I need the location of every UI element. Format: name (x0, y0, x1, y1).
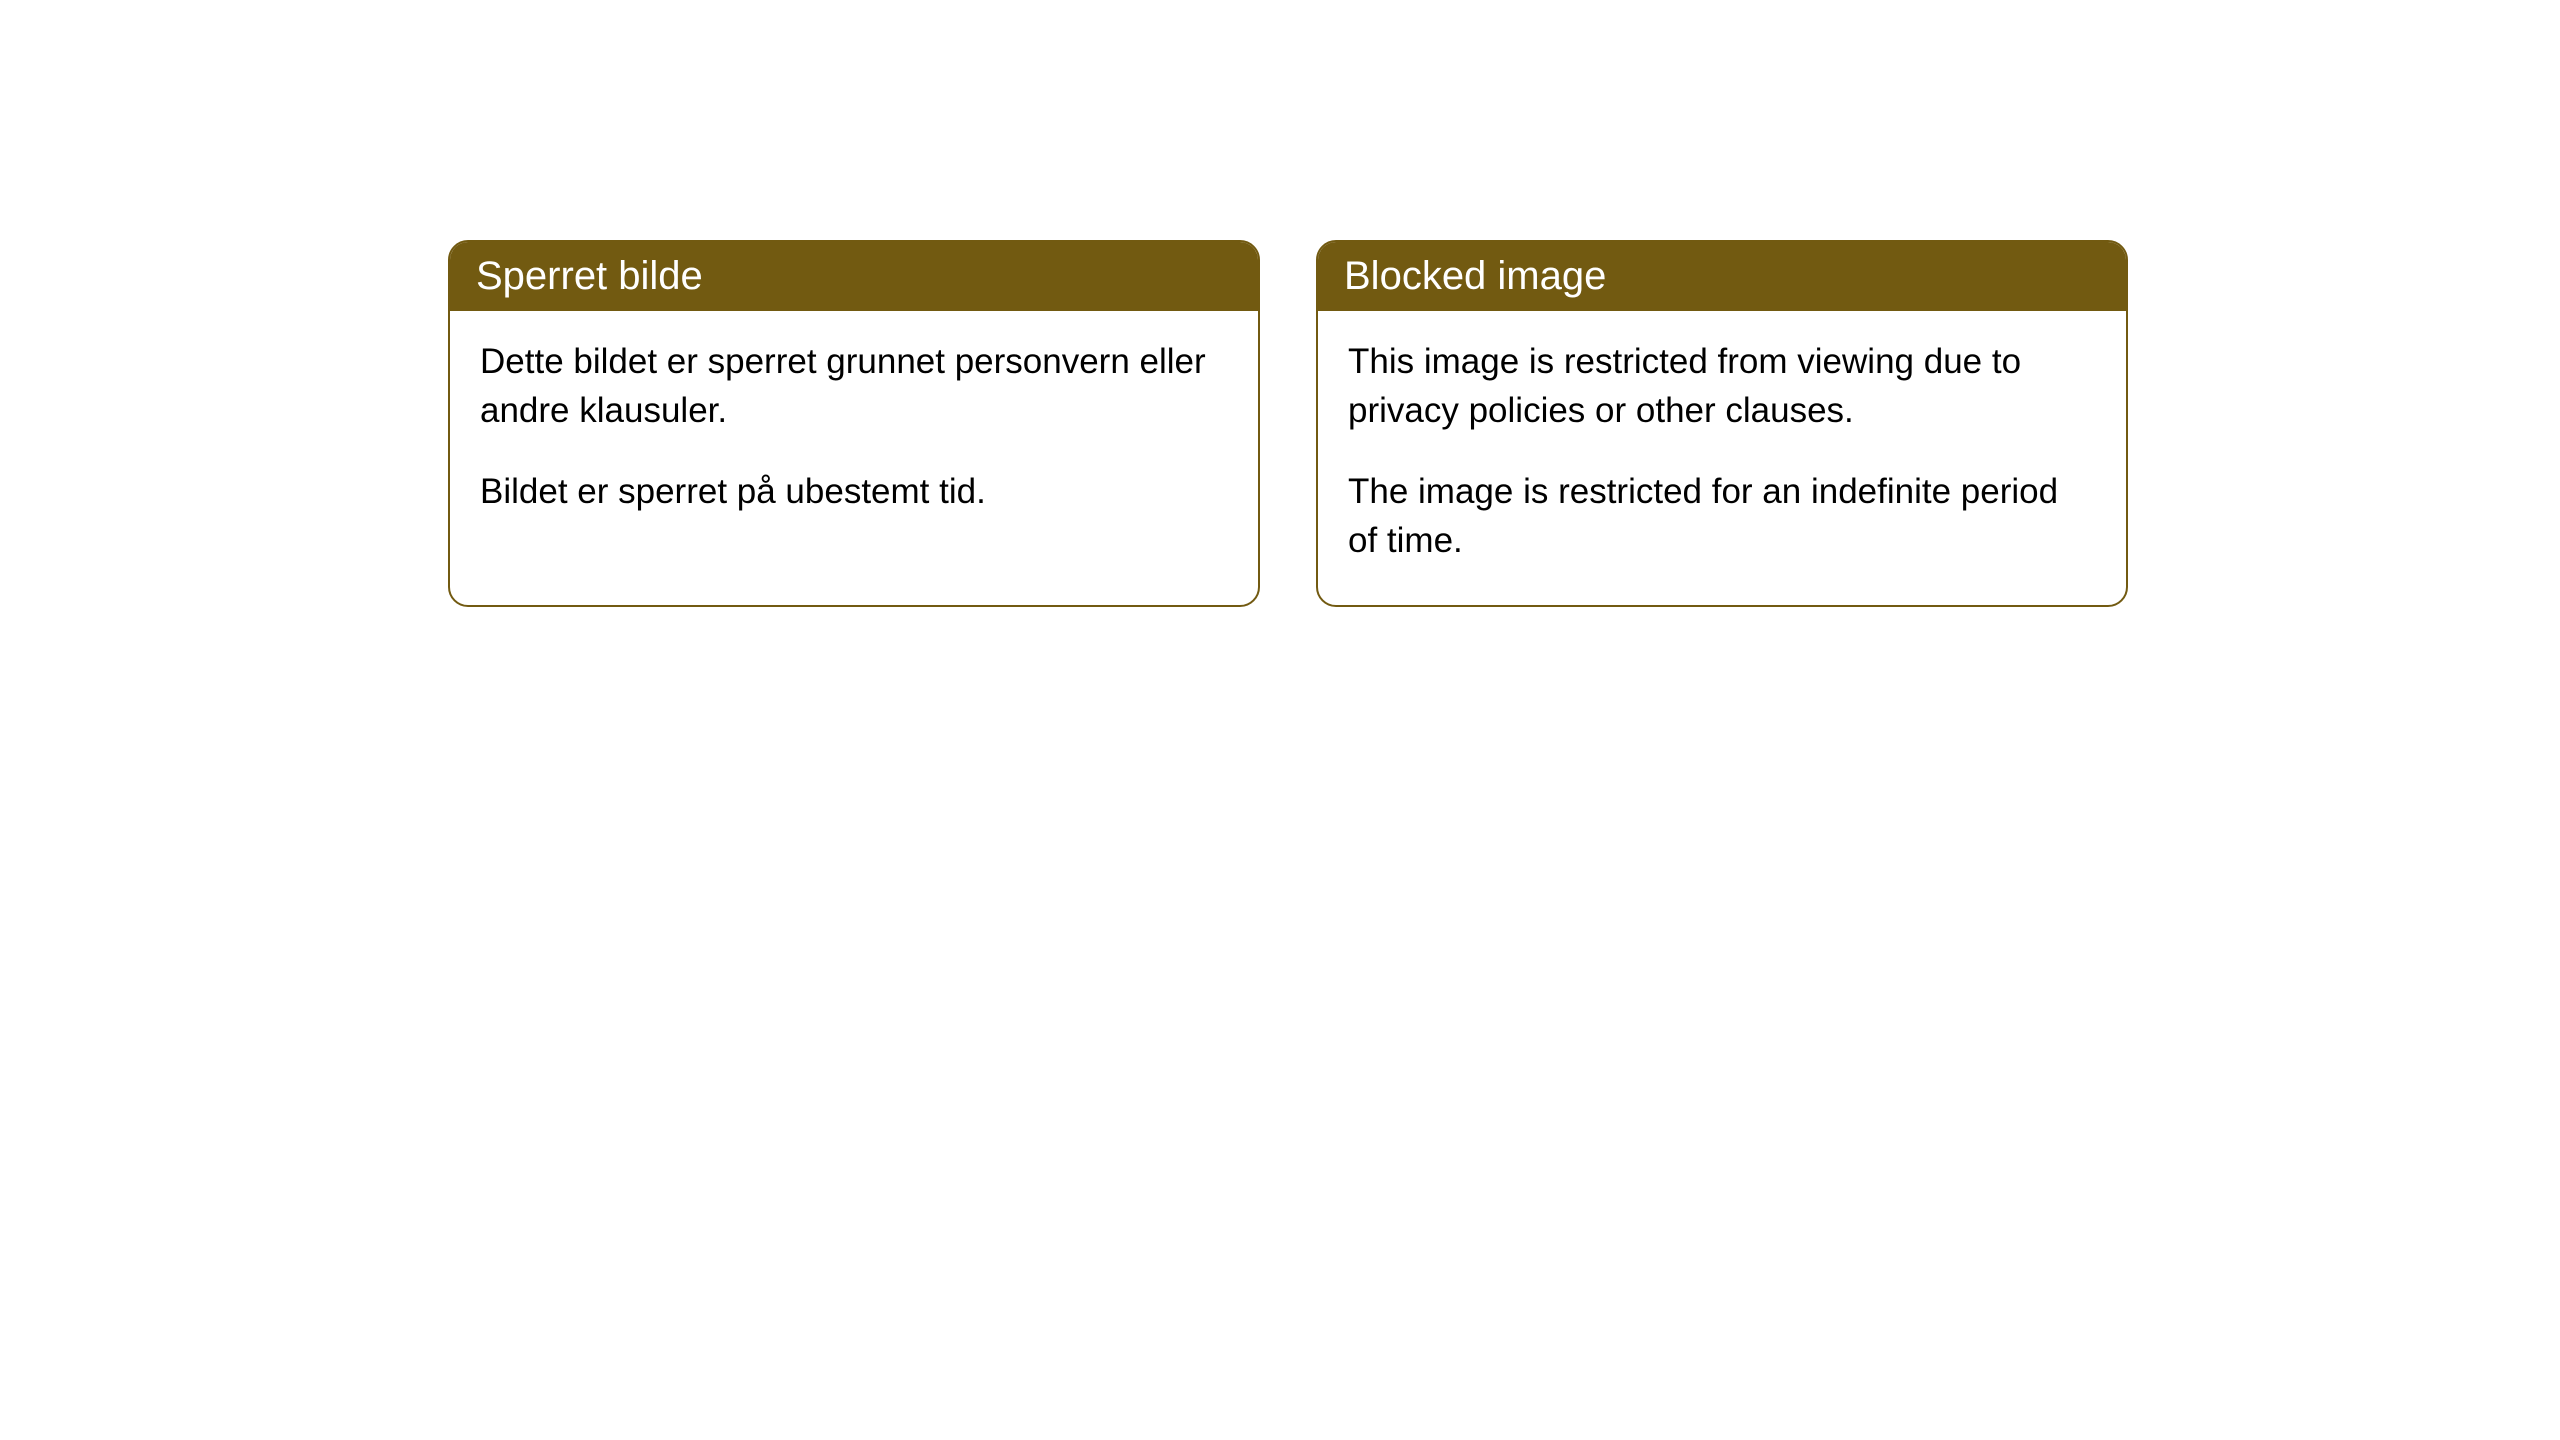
card-title-no: Sperret bilde (476, 254, 703, 298)
blocked-image-card-en: Blocked image This image is restricted f… (1316, 240, 2128, 607)
card-header-no: Sperret bilde (450, 242, 1258, 311)
card-title-en: Blocked image (1344, 254, 1606, 298)
card-paragraph-en-2: The image is restricted for an indefinit… (1348, 467, 2096, 565)
cards-container: Sperret bilde Dette bildet er sperret gr… (0, 0, 2560, 607)
card-paragraph-no-2: Bildet er sperret på ubestemt tid. (480, 467, 1228, 516)
card-body-en: This image is restricted from viewing du… (1318, 311, 2126, 605)
card-header-en: Blocked image (1318, 242, 2126, 311)
card-paragraph-en-1: This image is restricted from viewing du… (1348, 337, 2096, 435)
card-paragraph-no-1: Dette bildet er sperret grunnet personve… (480, 337, 1228, 435)
card-body-no: Dette bildet er sperret grunnet personve… (450, 311, 1258, 556)
blocked-image-card-no: Sperret bilde Dette bildet er sperret gr… (448, 240, 1260, 607)
